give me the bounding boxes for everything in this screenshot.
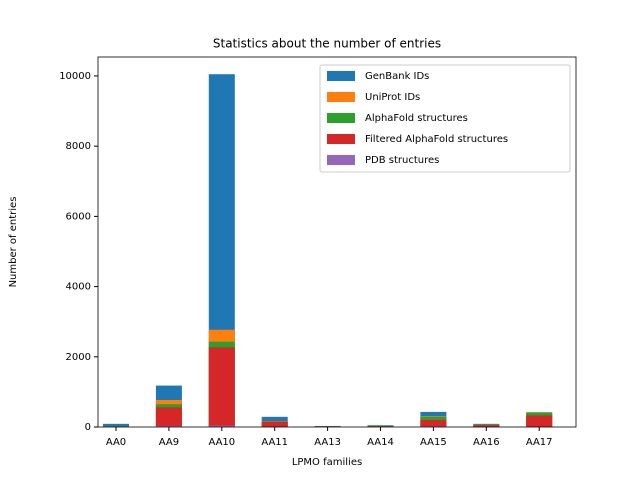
y-tick-label: 2000 <box>66 352 91 363</box>
legend-swatch <box>327 134 355 144</box>
x-tick-label: AA11 <box>261 437 288 448</box>
x-tick-label: AA14 <box>367 437 394 448</box>
bar <box>526 415 552 427</box>
x-tick-label: AA13 <box>314 437 341 448</box>
chart-title: Statistics about the number of entries <box>213 37 441 51</box>
bar <box>209 347 235 427</box>
y-tick-label: 0 <box>85 422 91 433</box>
legend-swatch <box>327 155 355 165</box>
legend-label: PDB structures <box>365 155 439 166</box>
x-axis-label: LPMO families <box>292 457 362 468</box>
y-tick-label: 8000 <box>66 141 91 152</box>
x-tick-label: AA17 <box>526 437 553 448</box>
x-tick-label: AA9 <box>159 437 179 448</box>
x-tick-label: AA16 <box>473 437 500 448</box>
bar <box>262 422 288 427</box>
bar <box>420 420 446 427</box>
legend-label: UniProt IDs <box>365 92 420 103</box>
bar <box>156 407 182 427</box>
y-axis-label: Number of entries <box>8 197 19 288</box>
x-tick-label: AA10 <box>208 437 235 448</box>
legend-label: Filtered AlphaFold structures <box>365 134 508 145</box>
y-tick-label: 4000 <box>66 282 91 293</box>
legend-swatch <box>327 113 355 123</box>
x-tick-label: AA15 <box>420 437 447 448</box>
legend-label: AlphaFold structures <box>365 113 468 124</box>
legend-swatch <box>327 71 355 81</box>
legend-label: GenBank IDs <box>365 71 429 82</box>
x-tick-label: AA0 <box>106 437 126 448</box>
y-tick-label: 10000 <box>59 71 91 82</box>
legend-swatch <box>327 92 355 102</box>
y-tick-label: 6000 <box>66 211 91 222</box>
